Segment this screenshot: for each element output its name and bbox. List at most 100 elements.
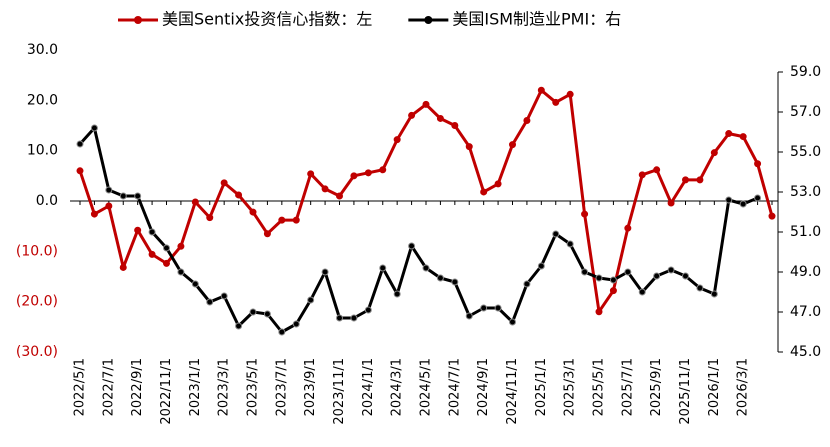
point [624, 224, 632, 232]
point [422, 100, 430, 108]
y-tick-label: 10.0 [27, 143, 58, 159]
point [119, 192, 127, 200]
y2-tick-label: 53.0 [790, 184, 821, 200]
x-tick-label: 2025/11/1 [678, 358, 693, 425]
point [278, 216, 286, 224]
point [321, 185, 329, 193]
point [307, 296, 315, 304]
point [249, 308, 257, 316]
x-tick-label: 2023/9/1 [303, 358, 318, 416]
point [263, 230, 271, 238]
point [696, 176, 704, 184]
legend-label: 美国ISM制造业PMI：右 [452, 10, 621, 29]
point [725, 196, 733, 204]
x-tick-label: 2023/3/1 [217, 358, 232, 416]
point [105, 202, 113, 210]
point [682, 272, 689, 280]
y2-tick-label: 45.0 [790, 344, 821, 360]
point [134, 226, 142, 234]
point [436, 114, 444, 122]
x-tick-label: 2023/5/1 [246, 358, 261, 416]
point [105, 186, 113, 194]
point [393, 136, 401, 144]
point [480, 188, 488, 196]
point [292, 320, 300, 328]
y-tick-label: 30.0 [27, 42, 58, 58]
x-tick-label: 2025/9/1 [649, 358, 664, 416]
x-tick-label: 2025/1/1 [534, 358, 549, 416]
point [480, 304, 488, 312]
point [725, 130, 733, 138]
point [667, 266, 675, 274]
point [177, 242, 185, 250]
point [494, 180, 502, 188]
point [235, 322, 243, 330]
point [263, 310, 271, 318]
point [595, 308, 603, 316]
point [235, 191, 243, 199]
y2-tick-label: 49.0 [790, 264, 821, 280]
y-tick-label: (20.0) [16, 294, 58, 310]
x-tick-label: 2024/1/1 [361, 358, 376, 416]
point [653, 272, 661, 280]
x-tick-label: 2022/9/1 [130, 358, 145, 416]
x-tick-label: 2024/9/1 [476, 358, 491, 416]
point [754, 194, 762, 202]
point [134, 192, 142, 200]
x-tick-label: 2024/11/1 [505, 358, 520, 425]
point [465, 312, 473, 320]
point [609, 276, 617, 284]
point [364, 169, 372, 177]
point [494, 304, 502, 312]
point [220, 292, 228, 300]
point [148, 228, 156, 236]
point [509, 141, 516, 149]
point [177, 268, 185, 276]
point [566, 240, 574, 248]
x-tick-label: 2022/11/1 [159, 358, 174, 425]
point [408, 111, 416, 119]
y2-tick-label: 59.0 [790, 64, 821, 80]
point [206, 214, 214, 222]
point [350, 172, 358, 180]
point [509, 318, 516, 326]
point [278, 328, 286, 336]
point [465, 143, 473, 151]
point [581, 268, 589, 276]
point [638, 288, 646, 296]
point [249, 208, 257, 216]
point [451, 122, 459, 129]
y2-tick-label: 51.0 [790, 224, 821, 240]
point [393, 290, 401, 298]
point [379, 166, 387, 174]
point [336, 314, 343, 322]
point [537, 262, 545, 270]
legend-label: 美国Sentix投资信心指数：左 [162, 10, 372, 29]
series-line [78, 126, 759, 334]
point [710, 149, 718, 157]
point [76, 167, 84, 175]
point [624, 268, 632, 276]
point [609, 287, 617, 295]
point [422, 264, 430, 272]
point [90, 124, 98, 132]
point [90, 210, 98, 218]
point [768, 212, 776, 220]
point [148, 250, 156, 258]
y-tick-label: 0.0 [36, 193, 58, 209]
point [667, 199, 675, 207]
point [206, 298, 214, 306]
x-tick-label: 2022/7/1 [101, 358, 116, 416]
point [220, 179, 228, 187]
point [581, 210, 589, 218]
point [754, 160, 762, 168]
y-tick-label: 20.0 [27, 92, 58, 108]
point [119, 263, 127, 271]
point [566, 90, 574, 98]
point [523, 280, 531, 288]
y-tick-label: (10.0) [16, 243, 58, 259]
y-tick-label: (30.0) [16, 344, 58, 360]
point [552, 98, 560, 106]
y2-tick-label: 47.0 [790, 304, 821, 320]
